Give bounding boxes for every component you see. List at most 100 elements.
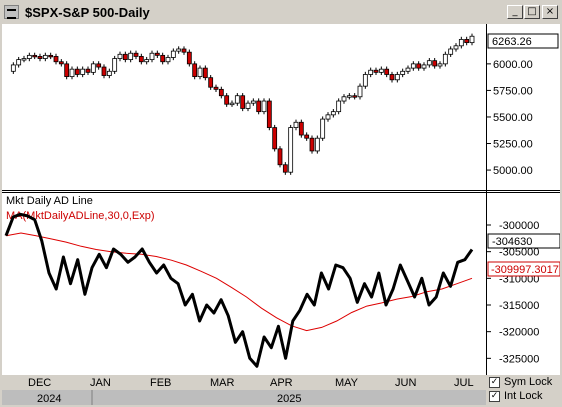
year-label-2024: 2024 — [37, 393, 61, 405]
price-tick-label: 6000.00 — [493, 59, 533, 71]
candle-body — [181, 48, 187, 53]
candle-body — [384, 68, 390, 75]
candle-body — [298, 121, 304, 136]
candle-body — [320, 118, 326, 139]
ad-line — [4, 212, 474, 368]
month-label: FEB — [150, 377, 171, 389]
candle-body — [32, 54, 38, 58]
candle-body — [352, 95, 358, 98]
candle-body — [426, 60, 432, 66]
candle-body — [176, 48, 182, 52]
month-label: JUL — [454, 377, 474, 389]
chart-area[interactable]: 6000.00 5750.00 5500.00 5250.00 5000.00 6263… — [2, 24, 561, 375]
candle-body — [437, 63, 443, 67]
minimize-button[interactable]: _ — [507, 5, 523, 19]
candle-body — [261, 100, 267, 113]
candle-body — [202, 67, 208, 79]
candle-body — [357, 85, 363, 98]
candle-body — [464, 39, 470, 44]
candle-body — [256, 100, 262, 113]
price-candles — [10, 33, 475, 175]
candle-body — [224, 95, 230, 105]
price-tick-label: 5750.00 — [493, 85, 533, 97]
candle-body — [90, 63, 96, 73]
month-label: MAR — [210, 377, 235, 389]
candle-body — [101, 66, 107, 76]
candle-body — [293, 121, 299, 128]
title-bar[interactable]: $SPX-S&P 500-Daily _ □ × — [1, 1, 561, 23]
candle-body — [69, 68, 75, 78]
candle-body — [218, 88, 224, 97]
candle-body — [341, 96, 347, 102]
ad-tick-label: -305000 — [499, 247, 539, 259]
sym-lock-option[interactable]: ✓ Sym Lock — [489, 376, 559, 390]
candle-body — [58, 61, 64, 65]
int-lock-label: Int Lock — [504, 390, 543, 402]
candle-body — [16, 59, 22, 66]
candle-body — [106, 70, 112, 76]
month-label: JAN — [90, 377, 111, 389]
candle-body — [149, 52, 155, 61]
ad-ma-label: MA(MktDailyADLine,30,0,Exp) — [6, 210, 155, 222]
int-lock-option[interactable]: ✓ Int Lock — [489, 390, 559, 404]
candle-body — [469, 35, 475, 44]
candle-body — [74, 68, 80, 75]
candle-body — [282, 164, 288, 173]
price-tick-label: 5500.00 — [493, 112, 533, 124]
ad-tick-label: -315000 — [499, 300, 539, 312]
candle-body — [26, 54, 32, 59]
month-label: DEC — [28, 377, 51, 389]
candle-body — [170, 50, 176, 58]
candle-body — [330, 111, 336, 116]
candle-body — [394, 74, 400, 81]
candle-body — [85, 68, 91, 73]
price-axis: 6000.00 5750.00 5500.00 5250.00 5000.00 — [486, 59, 533, 177]
candle-body — [154, 52, 160, 56]
month-ticks: DEC JAN FEB MAR APR MAY JUN JUL — [28, 377, 474, 389]
sym-lock-checkbox[interactable]: ✓ — [489, 377, 500, 388]
candle-body — [346, 95, 352, 98]
ad-last-value: -304630 — [492, 236, 532, 248]
candle-body — [442, 53, 448, 65]
chart-svg[interactable]: 6000.00 5750.00 5500.00 5250.00 5000.00 6263… — [2, 24, 561, 375]
ad-panel-title: Mkt Daily AD Line — [6, 195, 93, 207]
price-tick-label: 5250.00 — [493, 139, 533, 151]
ad-tick-label: -320000 — [499, 327, 539, 339]
candle-body — [272, 127, 278, 150]
candle-body — [400, 70, 406, 75]
candle-body — [325, 114, 331, 120]
month-strip — [2, 375, 486, 390]
ad-tick-label: -325000 — [499, 353, 539, 365]
candle-body — [314, 137, 320, 152]
candle-body — [309, 137, 315, 152]
month-label: JUN — [395, 377, 416, 389]
candle-body — [37, 56, 43, 59]
chart-window-icon[interactable] — [4, 5, 19, 19]
candle-body — [165, 57, 171, 63]
candle-body — [266, 100, 272, 128]
close-button[interactable]: × — [542, 5, 558, 19]
year-strip — [2, 390, 486, 405]
time-axis-bar: DEC JAN FEB MAR APR MAY JUN JUL 2024 2025 ✓ Sym… — [2, 375, 560, 405]
candle-body — [368, 69, 374, 75]
candle-body — [448, 48, 454, 55]
month-label: MAY — [335, 377, 359, 389]
candle-body — [336, 100, 342, 113]
maximize-button[interactable]: □ — [524, 5, 540, 19]
ad-tick-label: -300000 — [499, 220, 539, 232]
candle-body — [133, 52, 139, 57]
month-label: APR — [270, 377, 293, 389]
candle-body — [234, 95, 240, 104]
price-last-value-box — [487, 33, 559, 49]
candle-body — [21, 58, 27, 61]
int-lock-checkbox[interactable]: ✓ — [489, 391, 500, 402]
price-tick-label: 5000.00 — [493, 165, 533, 177]
candle-body — [53, 56, 59, 63]
candle-body — [112, 58, 118, 72]
candle-body — [96, 63, 102, 68]
time-axis-svg: DEC JAN FEB MAR APR MAY JUN JUL 2024 2025 — [2, 375, 486, 405]
candle-body — [186, 51, 192, 65]
ad-ma-last-value: -309997.3017 — [491, 264, 559, 276]
candle-body — [64, 63, 70, 78]
candle-body — [160, 54, 166, 63]
